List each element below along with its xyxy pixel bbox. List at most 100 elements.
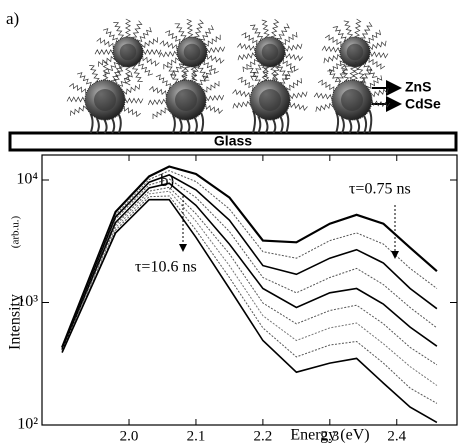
ligand	[167, 66, 179, 84]
ligand	[102, 28, 118, 44]
ligand	[289, 102, 308, 112]
ligand	[159, 40, 178, 50]
ligand	[89, 65, 100, 83]
substrate-label: Glass	[214, 133, 252, 149]
ligand	[279, 67, 294, 84]
ligand	[152, 107, 170, 119]
ligand	[204, 34, 221, 47]
ligand	[241, 32, 258, 46]
ligand	[369, 51, 389, 59]
ligand	[122, 84, 140, 95]
ligand	[206, 46, 226, 54]
ligand	[149, 85, 167, 96]
core	[346, 43, 364, 61]
ligand	[279, 116, 284, 134]
ligand	[352, 61, 360, 81]
ligand	[368, 40, 387, 51]
y-axis-unit: (arb.u.)	[10, 215, 22, 248]
ligand	[69, 82, 87, 95]
ligand	[186, 119, 191, 134]
ligand	[272, 62, 282, 81]
ligand	[337, 65, 350, 83]
ligand	[313, 92, 333, 100]
ligand	[252, 110, 256, 134]
series-line	[61, 182, 438, 351]
ligand	[327, 69, 341, 86]
ligand	[193, 117, 198, 134]
series-line	[61, 174, 438, 350]
ligand	[276, 63, 290, 80]
x-tick-label: 2.2	[254, 428, 273, 444]
ligand	[340, 63, 350, 82]
ligand	[340, 116, 345, 134]
ligand	[174, 23, 187, 40]
ligand	[131, 64, 143, 82]
core	[175, 89, 197, 111]
y-axis-label: Intensity	[7, 294, 24, 350]
ligand	[250, 64, 264, 81]
ligand	[276, 23, 290, 40]
series-line	[61, 195, 438, 404]
ligand	[237, 76, 254, 91]
ligand	[248, 68, 261, 85]
ligand	[96, 37, 114, 49]
ligand	[368, 109, 373, 134]
ligand	[111, 118, 116, 134]
ligand	[343, 20, 354, 39]
y-tick-label: 10³	[17, 293, 38, 310]
series-line	[61, 178, 438, 351]
ligand	[190, 63, 201, 81]
glass-substrate	[8, 131, 458, 152]
ligand	[205, 104, 223, 115]
ligand	[199, 25, 214, 41]
ligand	[98, 55, 116, 67]
ligand	[232, 88, 251, 98]
diagram: a) Glass ZnS CdSe	[6, 9, 458, 152]
ligand	[285, 78, 302, 91]
ligand	[368, 57, 386, 70]
ligand	[335, 111, 340, 134]
ligand	[142, 55, 160, 67]
ligand	[323, 53, 342, 64]
ligand	[123, 105, 141, 118]
ligand	[284, 43, 303, 52]
x-tick-label: 2.0	[120, 428, 139, 444]
ligand	[94, 49, 114, 55]
ligand	[261, 62, 270, 81]
series-line	[61, 190, 438, 386]
ligand	[142, 49, 162, 55]
core	[183, 43, 201, 61]
series-line	[61, 198, 438, 424]
ligand	[289, 91, 308, 100]
x-tick-label: 2.1	[187, 428, 206, 444]
ligand	[257, 115, 262, 134]
ligand	[117, 72, 133, 87]
ligand	[89, 113, 94, 134]
plot-frame	[41, 154, 458, 426]
ligand	[170, 63, 185, 79]
ligand	[158, 50, 178, 58]
ligand	[206, 54, 225, 64]
ligand	[203, 59, 219, 74]
ligand	[237, 52, 256, 61]
ligand	[200, 112, 205, 134]
core	[119, 43, 137, 61]
ligand	[264, 119, 269, 134]
ligand	[205, 94, 225, 102]
ligand	[77, 72, 92, 88]
ligand	[284, 52, 303, 62]
ligand	[202, 81, 220, 93]
ligand	[360, 21, 373, 39]
ligand	[363, 115, 368, 134]
y-tick-label: 10²	[17, 416, 38, 433]
ligand	[360, 65, 373, 83]
annotation: τ=0.75 ns	[349, 181, 411, 198]
ligand	[261, 19, 270, 38]
ligand	[365, 29, 381, 44]
ligand	[270, 19, 280, 38]
ligand	[237, 42, 256, 52]
ligand	[370, 88, 389, 98]
series-line	[61, 170, 438, 349]
ligand	[163, 57, 180, 70]
